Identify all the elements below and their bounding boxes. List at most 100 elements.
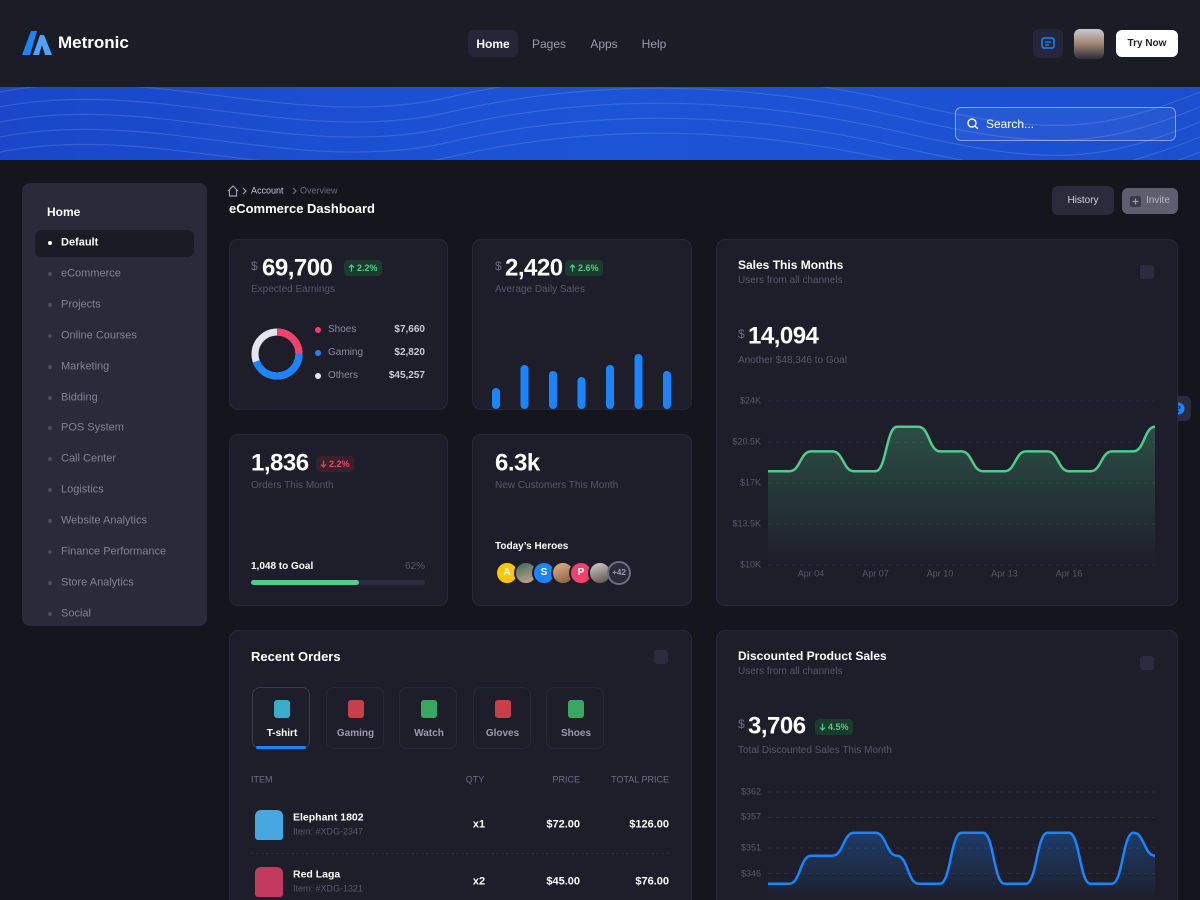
notification-icon bbox=[1041, 37, 1055, 49]
legend-name: Gaming bbox=[328, 347, 364, 358]
tab-label: Shoes bbox=[560, 728, 592, 739]
sidebar-item[interactable]: Bidding bbox=[61, 390, 98, 403]
nav-link[interactable]: Home bbox=[476, 36, 510, 51]
notification-button[interactable] bbox=[1033, 29, 1063, 58]
currency-sign: $ bbox=[251, 258, 258, 273]
kpi-label: Expected Earnings bbox=[251, 284, 335, 295]
column-header: QTY bbox=[465, 774, 485, 785]
category-tab[interactable]: Shoes bbox=[546, 687, 604, 749]
sidebar-item[interactable]: POS System bbox=[61, 421, 124, 434]
arrow-path bbox=[348, 264, 355, 272]
sidebar-item[interactable]: Social bbox=[61, 607, 91, 620]
y-tick-label: $24K bbox=[739, 395, 761, 406]
try-now-button[interactable] bbox=[1116, 30, 1178, 57]
breadcrumb-item: Overview bbox=[300, 185, 338, 196]
hero-avatar: +42 bbox=[607, 561, 631, 585]
breadcrumb-separator bbox=[242, 187, 247, 195]
change-arrow bbox=[348, 264, 355, 272]
sidebar-item[interactable]: Online Courses bbox=[61, 329, 137, 342]
card-title: Discounted Product Sales bbox=[738, 648, 887, 663]
sidebar-item[interactable]: Finance Performance bbox=[61, 545, 167, 558]
legend-dot bbox=[315, 327, 321, 333]
legend-amount: $2,820 bbox=[394, 347, 425, 358]
card-subtitle: Users from all channels bbox=[738, 275, 843, 286]
change-value: 2.2% bbox=[329, 459, 350, 469]
y-tick-label: $20.5K bbox=[732, 436, 761, 447]
tab-label: Watch bbox=[414, 728, 444, 739]
sidebar: Home Default eCommerce Projects Online Cours… bbox=[22, 183, 207, 626]
y-tick-label: $346 bbox=[740, 868, 761, 879]
sidebar-bullet bbox=[48, 364, 52, 369]
item-qty: x1 bbox=[472, 818, 486, 831]
logo bbox=[22, 31, 52, 55]
tab-icon bbox=[568, 700, 584, 718]
legend-amount: $45,257 bbox=[388, 370, 425, 381]
category-tab[interactable]: Watch bbox=[399, 687, 457, 749]
nav-link[interactable]: Apps bbox=[590, 36, 618, 51]
hero-initial: S bbox=[540, 567, 548, 578]
banner bbox=[0, 87, 1200, 160]
banner-waves bbox=[0, 87, 1200, 160]
sidebar-item[interactable]: Store Analytics bbox=[61, 576, 134, 589]
y-tick-label: $357 bbox=[740, 812, 761, 823]
sidebar-item[interactable]: Call Center bbox=[61, 452, 117, 465]
kpi-value: 69,700 bbox=[262, 254, 333, 282]
sidebar-bullet bbox=[48, 550, 52, 554]
legend-dot bbox=[315, 373, 321, 379]
hero-initial: +42 bbox=[612, 568, 626, 578]
item-code: Item: #XDG-2347 bbox=[293, 826, 364, 837]
category-tab[interactable]: Gloves bbox=[472, 687, 531, 749]
change-arrow bbox=[320, 460, 327, 468]
card-menu-button[interactable] bbox=[654, 650, 668, 664]
kpi-value: 14,094 bbox=[748, 322, 819, 350]
x-tick-label: Apr 10 bbox=[926, 568, 954, 579]
hero-avatar: P bbox=[569, 561, 593, 585]
sidebar-item[interactable]: Default bbox=[61, 236, 99, 249]
item-price: $45.00 bbox=[546, 875, 580, 888]
user-avatar[interactable] bbox=[1074, 29, 1104, 59]
category-tab[interactable]: T-shirt bbox=[252, 687, 310, 749]
tab-icon bbox=[274, 700, 290, 718]
arrow-path bbox=[569, 264, 576, 272]
search-icon bbox=[967, 118, 979, 130]
card-menu-button[interactable] bbox=[1140, 265, 1154, 279]
sidebar-item[interactable]: Marketing bbox=[61, 360, 110, 372]
item-total: $76.00 bbox=[635, 875, 669, 888]
tab-icon bbox=[421, 700, 437, 718]
history-button[interactable] bbox=[1052, 186, 1114, 215]
kpi-value: 3,706 bbox=[748, 712, 806, 740]
sidebar-item[interactable]: Website Analytics bbox=[61, 514, 148, 527]
x-tick-label: Apr 16 bbox=[1055, 568, 1083, 579]
legend-name: Others bbox=[328, 370, 359, 381]
search-box[interactable] bbox=[955, 107, 1176, 141]
kpi-value: 1,836 bbox=[251, 449, 309, 477]
item-image bbox=[255, 867, 283, 897]
sidebar-bullet bbox=[48, 488, 52, 493]
hero-initial: P bbox=[577, 567, 585, 578]
sidebar-bullet bbox=[48, 580, 52, 585]
category-tab[interactable]: Gaming bbox=[325, 687, 384, 749]
goal-label: 1,048 to Goal bbox=[251, 561, 314, 572]
item-name: Red Laga bbox=[293, 868, 341, 881]
sidebar-bullet bbox=[48, 426, 52, 431]
invite-label: Invite bbox=[1146, 195, 1170, 206]
nav-link[interactable]: Help bbox=[641, 36, 667, 51]
kpi-value: 6.3k bbox=[495, 449, 540, 477]
try-now-label: Try Now bbox=[1127, 38, 1167, 49]
history-label: History bbox=[1067, 195, 1099, 206]
tab-label: T-shirt bbox=[266, 728, 298, 739]
legend-amount: $7,660 bbox=[394, 324, 425, 335]
tab-active-bar bbox=[256, 746, 306, 749]
change-value: 4.5% bbox=[828, 722, 849, 732]
earnings-card bbox=[229, 239, 448, 410]
kpi-label: Total Discounted Sales This Month bbox=[738, 745, 892, 756]
sidebar-item[interactable]: Projects bbox=[61, 298, 101, 311]
change-badge: 2.2% bbox=[316, 456, 354, 472]
x-tick-label: Apr 13 bbox=[991, 568, 1018, 579]
sidebar-item[interactable]: eCommerce bbox=[61, 267, 121, 280]
sidebar-item[interactable]: Logistics bbox=[61, 483, 104, 496]
nav-link[interactable]: Pages bbox=[531, 36, 567, 51]
sidebar-bullet bbox=[48, 395, 52, 400]
card-menu-button[interactable] bbox=[1140, 656, 1154, 670]
